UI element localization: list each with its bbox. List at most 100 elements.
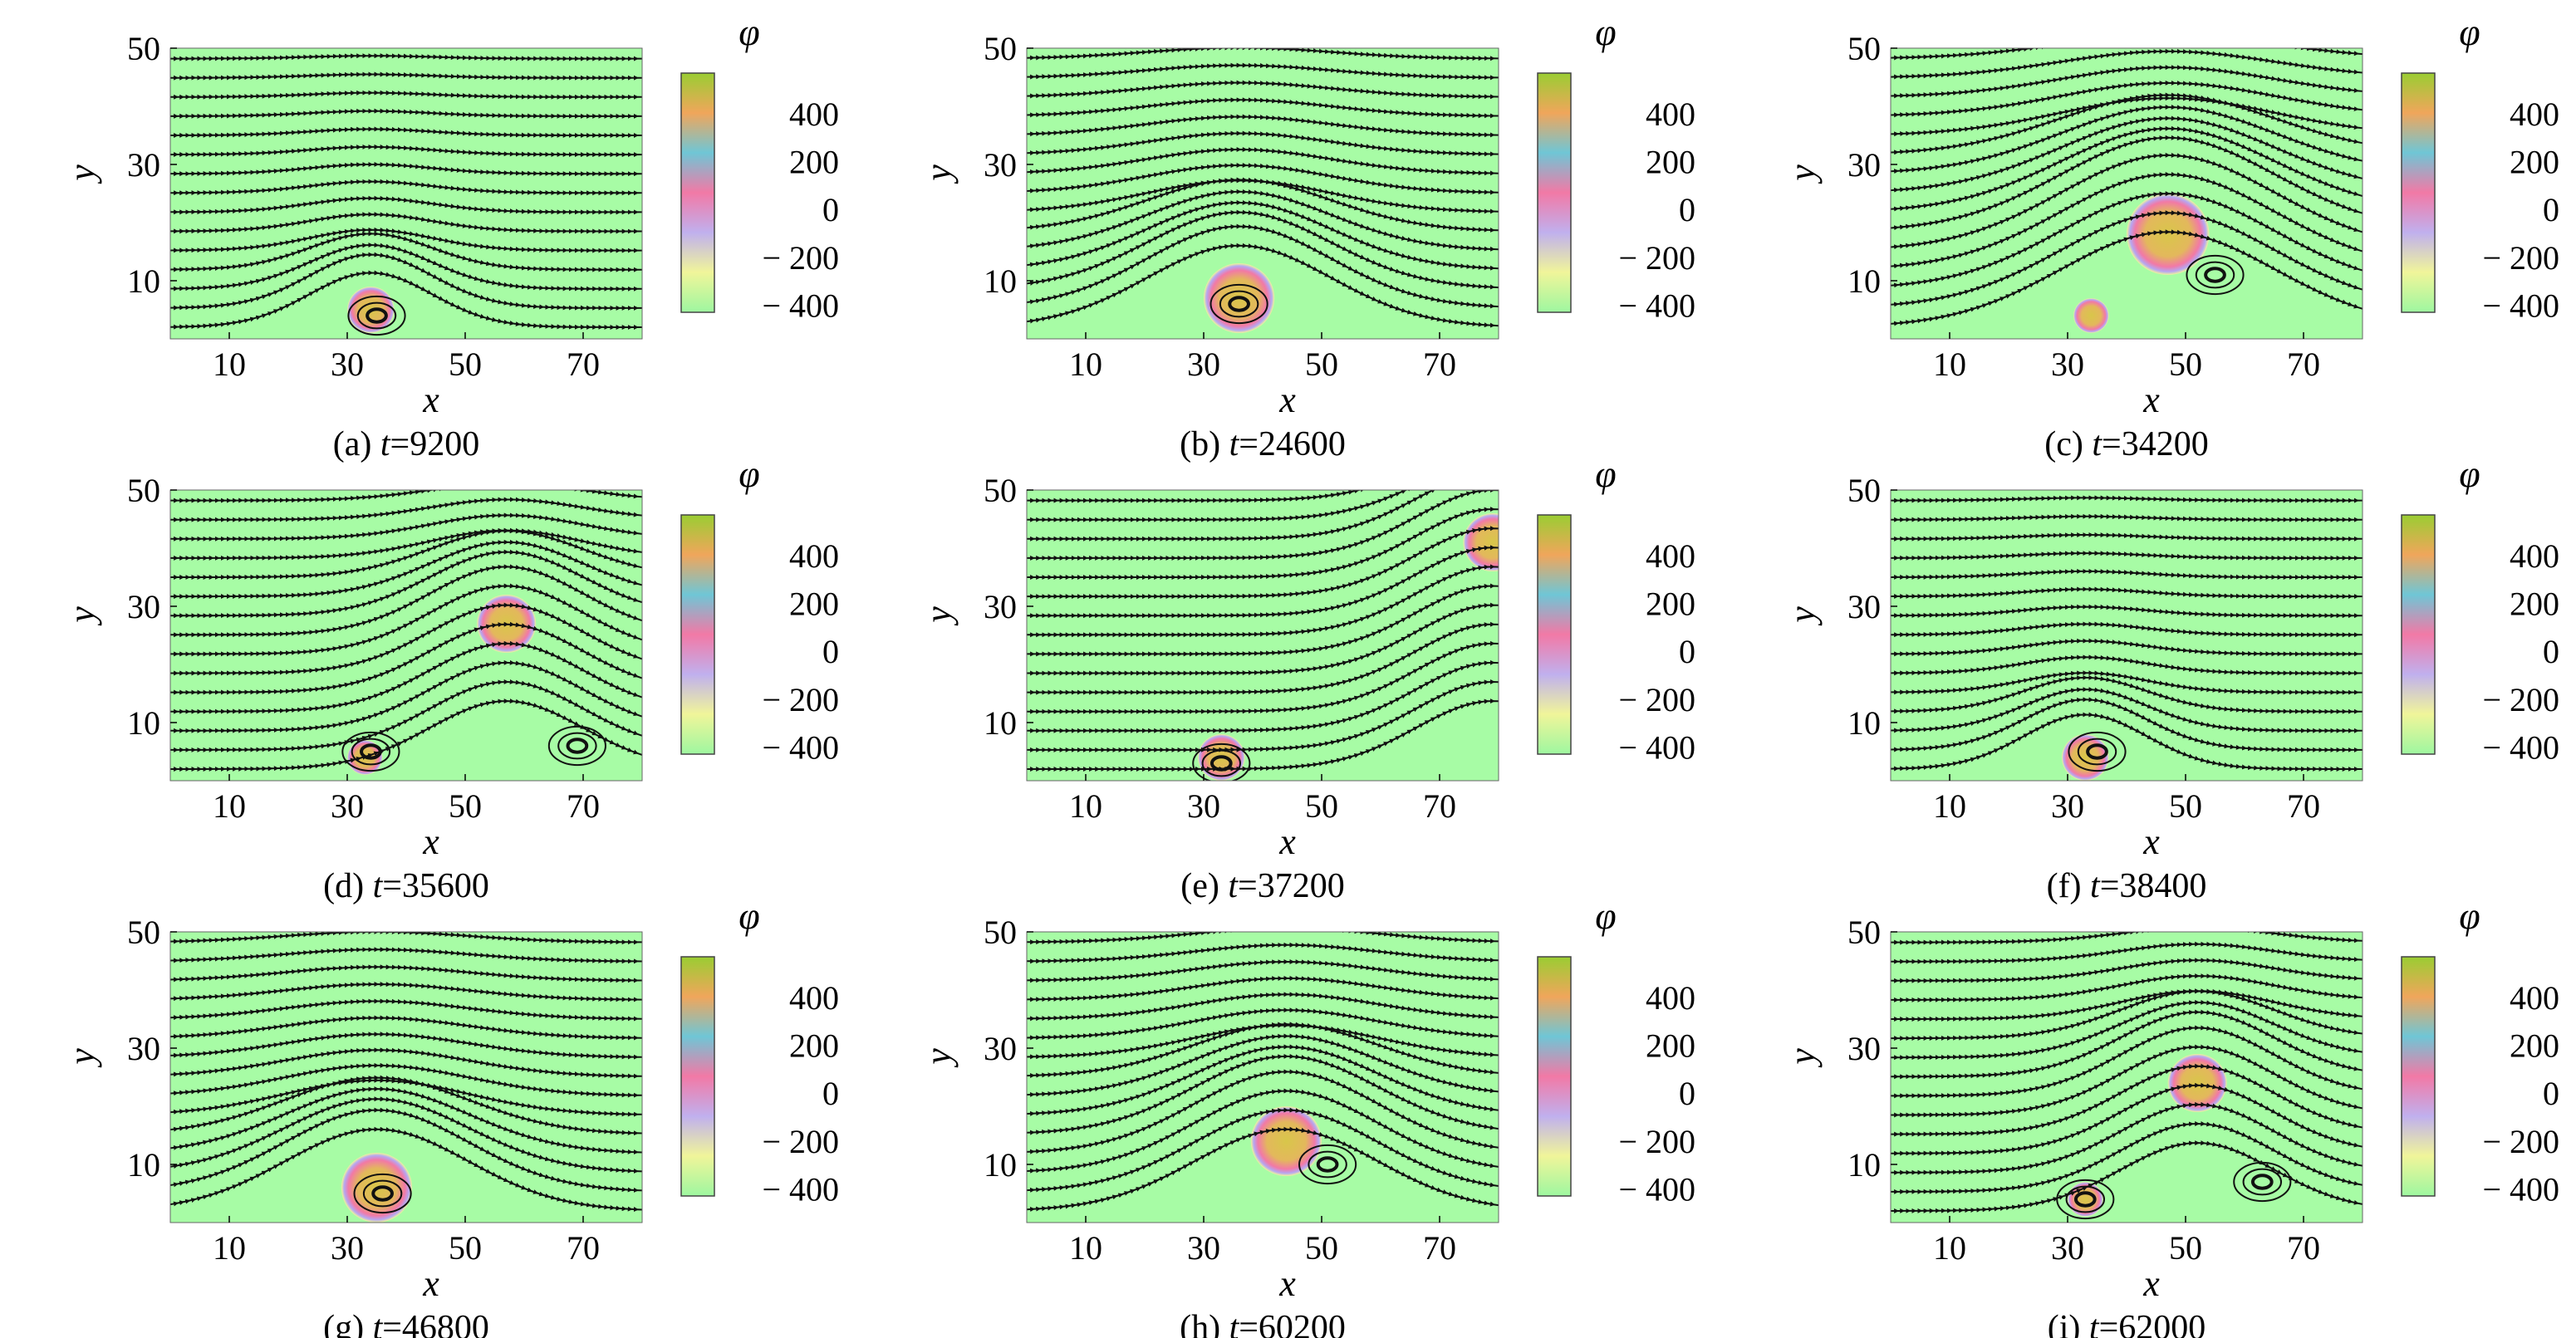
y-axis-label: y — [918, 1048, 959, 1068]
streamline — [1027, 490, 1495, 522]
y-axis-label: y — [918, 164, 959, 184]
vortex-loop — [2195, 261, 2235, 289]
streamline — [1891, 638, 2363, 657]
caption-value: =46800 — [382, 1309, 489, 1338]
plot-frame — [1026, 931, 1499, 1223]
y-axis-label: y — [918, 606, 959, 626]
droplet — [1463, 513, 1499, 571]
x-axis-label: x — [422, 1263, 439, 1304]
vortex-loop — [1192, 743, 1251, 781]
colorbar-tick-label: 200 — [2510, 586, 2559, 623]
vortex-loop — [2073, 1191, 2097, 1208]
colorbar-tick-label: 0 — [1679, 191, 1695, 228]
field-layer — [1891, 495, 2363, 781]
vortex-loop — [366, 307, 388, 324]
vortex-loop — [347, 295, 406, 336]
y-tick-label: 50 — [1847, 914, 1881, 951]
colorbar-tick-label: − 200 — [762, 1123, 839, 1160]
x-tick-label: 10 — [1933, 346, 1966, 383]
x-axis-label: x — [1278, 380, 1296, 420]
colorbar-tick-label: 0 — [822, 191, 839, 228]
y-axis-label: y — [1782, 164, 1823, 184]
x-tick-label: 50 — [2169, 1229, 2202, 1267]
x-tick-label: 50 — [2169, 787, 2202, 825]
y-tick-label: 30 — [127, 146, 160, 184]
streamline — [170, 982, 642, 1002]
colorbar-tick-label: 400 — [1646, 979, 1695, 1017]
colorbar-tick-label: 400 — [2510, 979, 2559, 1017]
caption-variable: t — [1229, 1309, 1240, 1338]
x-tick-label: 70 — [2287, 787, 2320, 825]
streamline — [1027, 97, 1499, 119]
streamline — [170, 71, 642, 81]
streamline — [1891, 670, 2363, 695]
x-tick-label: 50 — [449, 787, 482, 825]
y-tick-label: 30 — [127, 588, 160, 625]
vortex-loop — [2233, 1161, 2292, 1203]
vortex-loop — [1308, 1150, 1347, 1179]
streamline — [170, 53, 642, 61]
panel-d: 10 30 50 70 10 30 50 x y (d) t=35600 φ 400 200 0 − 200… — [61, 453, 839, 905]
vortex-loop — [1201, 749, 1242, 777]
streamline — [1027, 490, 1495, 503]
caption-prefix: (d) — [323, 867, 372, 905]
colorbar — [1537, 72, 1572, 313]
caption-prefix: (g) — [323, 1309, 372, 1338]
droplet — [2167, 1054, 2227, 1112]
y-tick-label: 10 — [984, 704, 1017, 742]
panel-caption: (i) t=62000 — [2048, 1309, 2206, 1338]
x-tick-label: 30 — [2051, 346, 2084, 383]
droplet — [2127, 194, 2210, 275]
panel-caption: (e) t=37200 — [1180, 867, 1344, 905]
colorbar-tick-label: 0 — [1679, 633, 1695, 670]
y-tick-label: 50 — [1847, 30, 1881, 67]
colorbar-tick-label: − 400 — [762, 287, 839, 324]
field-layer — [1027, 48, 1499, 333]
field-layer — [170, 53, 642, 336]
vortex-loop — [1316, 1156, 1339, 1173]
x-tick-label: 50 — [1305, 787, 1338, 825]
caption-variable: t — [1229, 425, 1240, 463]
field-layer — [1891, 932, 2363, 1220]
colorbar-tick-label: − 400 — [762, 728, 839, 766]
colorbar-tick-label: 400 — [1646, 96, 1695, 133]
vortex-loop — [566, 738, 589, 754]
panel-caption: (h) t=60200 — [1180, 1309, 1346, 1338]
y-tick-label: 10 — [1847, 1146, 1881, 1184]
colorbar-title: φ — [1595, 453, 1616, 495]
colorbar-tick-label: − 200 — [762, 681, 839, 718]
field-layer — [1891, 48, 2363, 333]
streamline — [1891, 932, 2363, 945]
plot-frame — [1890, 931, 2363, 1223]
streamline — [1891, 551, 2363, 561]
y-axis-label: y — [61, 606, 102, 626]
x-tick-label: 70 — [2287, 1229, 2320, 1267]
vortex-loop — [356, 301, 397, 330]
vortex-loop — [547, 725, 606, 767]
vortex-loop — [353, 1173, 412, 1214]
colorbar-title: φ — [2459, 894, 2480, 937]
streamline — [1891, 586, 2363, 600]
vortex-loop — [1298, 1144, 1357, 1185]
colorbar-tick-label: 0 — [2543, 633, 2559, 670]
x-tick-label: 50 — [1305, 1229, 1338, 1267]
y-tick-label: 10 — [984, 262, 1017, 300]
panel-caption: (b) t=24600 — [1180, 425, 1346, 463]
y-axis-label: y — [1782, 606, 1823, 626]
vortex-loop — [351, 738, 391, 766]
streamline — [1891, 513, 2363, 522]
streamline — [170, 161, 642, 177]
streamline — [1891, 941, 2363, 964]
droplet — [1250, 1106, 1322, 1176]
x-tick-label: 10 — [1069, 1229, 1102, 1267]
colorbar-tick-label: 400 — [2510, 96, 2559, 133]
x-axis-label: x — [422, 821, 439, 862]
vortex-loop — [360, 743, 382, 760]
streamline — [1891, 973, 2363, 1002]
y-axis-label: y — [61, 1048, 102, 1068]
streamline — [1891, 604, 2363, 619]
streamline — [170, 964, 642, 983]
y-tick-label: 50 — [127, 472, 160, 509]
